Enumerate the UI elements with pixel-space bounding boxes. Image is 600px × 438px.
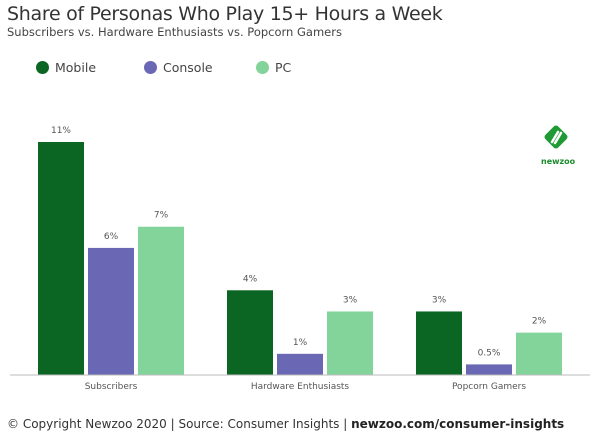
data-label: 4% [243,274,258,284]
footer: © Copyright Newzoo 2020 | Source: Consum… [7,417,564,431]
footer-link[interactable]: newzoo.com/consumer-insights [351,417,565,431]
legend-swatch-mobile [36,61,49,74]
x-tick-label: Hardware Enthusiasts [251,382,350,392]
x-tick-label: Subscribers [85,382,138,392]
legend-item-mobile: Mobile [36,60,96,75]
bar-pc [516,332,562,375]
footer-text: © Copyright Newzoo 2020 | Source: Consum… [7,417,352,431]
newzoo-logo: newzoo [541,124,575,166]
bar-console [466,364,512,375]
bar-pc [327,311,373,375]
data-label: 6% [104,232,119,242]
legend-swatch-console [144,61,157,74]
chart-subtitle: Subscribers vs. Hardware Enthusiasts vs.… [7,25,342,39]
legend-label: Mobile [55,60,97,75]
bar-chart: 11% 6% 7% 4% 1% 3% 3% 0.5% 2% Subscribers Hardwar… [10,126,590,392]
data-label: 11% [51,126,71,136]
data-label: 1% [293,338,308,348]
data-label: 7% [154,211,169,221]
x-tick-label: Popcorn Gamers [452,382,526,392]
data-label: 3% [343,295,358,305]
legend-item-pc: PC [256,60,291,75]
legend-label: PC [275,60,292,75]
legend-swatch-pc [256,61,269,74]
data-label: 3% [432,295,447,305]
data-label: 2% [532,317,547,327]
data-label: 0.5% [478,348,501,358]
bar-mobile [416,311,462,375]
legend-label: Console [163,60,213,75]
chart-title: Share of Personas Who Play 15+ Hours a W… [7,3,443,25]
legend-item-console: Console [144,60,213,75]
bar-pc [138,226,184,375]
bar-mobile [227,290,273,375]
bar-console [277,353,323,375]
bar-console [88,247,134,375]
bar-mobile [38,142,84,375]
